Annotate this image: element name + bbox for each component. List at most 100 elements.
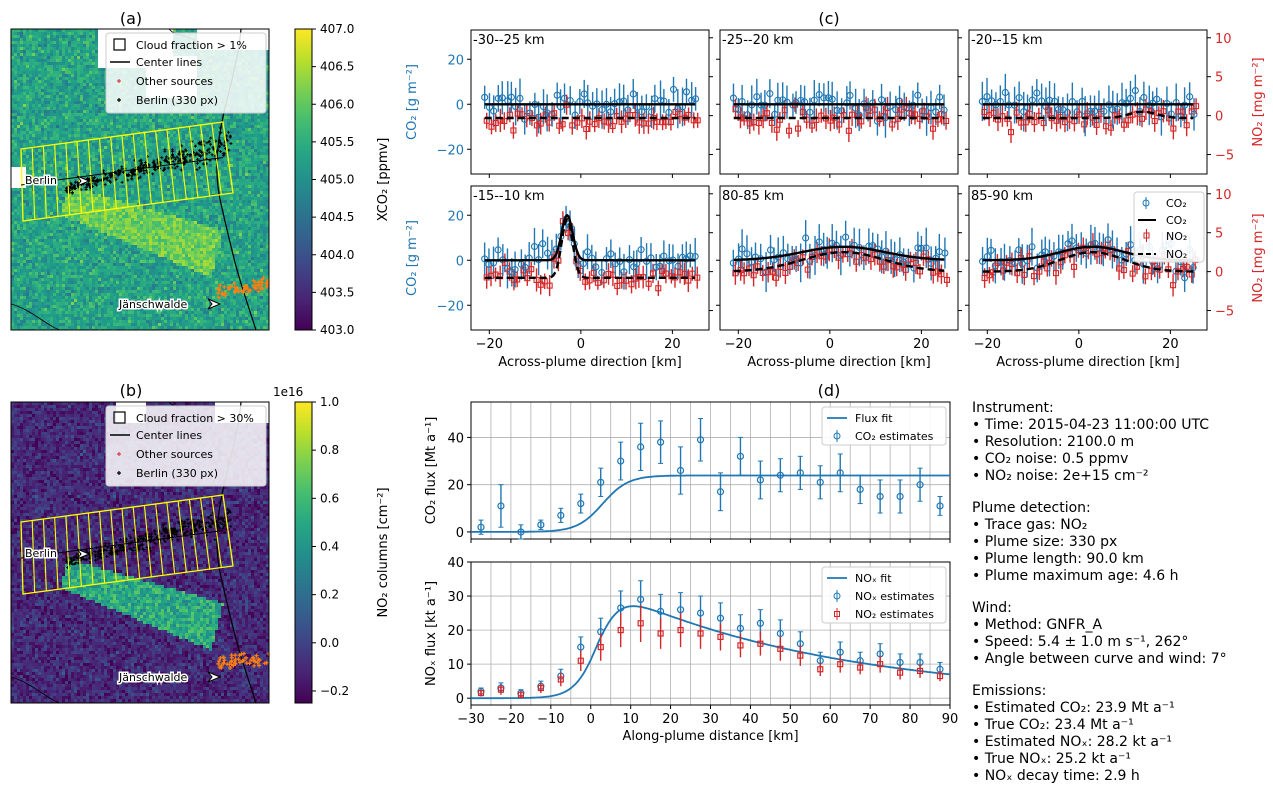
plume-polygon-division	[143, 132, 152, 204]
no2-point	[677, 269, 684, 276]
berlin-pixel-marker	[209, 525, 213, 529]
co2-point	[936, 93, 944, 101]
berlin-pixel-marker	[120, 180, 124, 184]
berlin-pixel-marker	[136, 166, 140, 170]
co2-flux-point	[617, 457, 625, 465]
berlin-pixel-marker	[71, 186, 75, 190]
legend-berlin-label: Berlin (330 px)	[136, 94, 218, 107]
berlin-pixel-marker	[64, 189, 68, 193]
legend-label: NO₂ estimates	[855, 608, 934, 621]
no2-point	[582, 278, 589, 285]
map-frame	[10, 28, 270, 331]
no2-point	[1120, 266, 1127, 274]
no2-point	[763, 110, 770, 117]
other-source-marker	[254, 653, 259, 658]
colorbar-tick-label: 0.2	[320, 588, 339, 602]
berlin-pixel-marker	[194, 527, 198, 531]
berlin-pixel-marker	[64, 558, 68, 562]
co2-point	[927, 259, 935, 267]
berlin-pixel-marker	[69, 185, 73, 189]
berlin-pixel-marker	[76, 561, 80, 565]
berlin-pixel-marker	[201, 162, 205, 166]
co2-point	[616, 258, 624, 266]
co2-point	[1015, 94, 1023, 102]
berlin-pixel-marker	[103, 176, 107, 180]
berlin-pixel-marker	[208, 139, 212, 143]
berlin-pixel-marker	[131, 549, 135, 553]
berlin-pixel-marker	[187, 525, 191, 529]
berlin-pixel-marker	[129, 536, 133, 540]
no2-flux-point	[757, 640, 764, 647]
berlin-pixel-marker	[114, 541, 118, 545]
no2-point	[501, 117, 508, 125]
no2-flux-point	[617, 626, 624, 634]
co2-point	[669, 85, 678, 93]
no2-point	[1121, 121, 1128, 128]
co2-point	[1104, 236, 1112, 244]
berlin-pixel-marker	[85, 182, 89, 186]
plume-polygon-division	[200, 124, 211, 197]
no2-point	[528, 266, 535, 273]
co2-flux-point	[577, 499, 585, 508]
co2-point	[815, 91, 823, 99]
info-heading: Wind:	[972, 600, 1012, 616]
berlin-pixel-marker	[198, 149, 202, 153]
co2-point	[940, 106, 948, 114]
berlin-pixel-marker	[140, 536, 144, 540]
profile-frame	[470, 29, 710, 175]
no2-flux-point	[557, 676, 564, 683]
profile-panel: -30--25 km −20 0 20 CO₂ [g m⁻²]	[405, 29, 713, 178]
berlin-pixel-marker	[108, 552, 112, 556]
berlin-pixel-marker	[219, 149, 223, 153]
berlin-pixel-marker	[107, 542, 111, 546]
berlin-pixel-marker	[96, 549, 100, 553]
profile-title: 85-90 km	[971, 189, 1033, 204]
berlin-pixel-marker	[220, 516, 224, 520]
co2-flux-point	[776, 471, 784, 479]
berlin-pixel-marker	[220, 142, 224, 146]
co2-flux-point	[896, 492, 904, 501]
no2-point	[1052, 270, 1060, 277]
no2-point	[694, 117, 701, 124]
map-legend	[105, 405, 267, 487]
berlin-pixel-marker	[210, 153, 214, 157]
berlin-pixel-marker	[109, 172, 113, 176]
no2-tick-label: −5	[1215, 149, 1234, 164]
other-source-marker	[232, 281, 237, 286]
co2-point	[917, 244, 925, 252]
berlin-pixel-marker	[71, 559, 75, 563]
co2-point	[983, 93, 991, 101]
berlin-pixel-marker	[228, 134, 232, 138]
berlin-pixel-marker	[94, 558, 98, 562]
no2-point	[653, 118, 660, 125]
berlin-pixel-marker	[227, 509, 231, 513]
no2-point	[1044, 107, 1052, 114]
berlin-pixel-marker	[105, 554, 109, 558]
x-tick-label: −30	[457, 712, 484, 727]
no2-tick-label: 5	[1215, 227, 1223, 242]
no2-flux-point	[537, 684, 544, 692]
co2-point	[878, 253, 886, 261]
no2-point	[618, 118, 625, 125]
berlin-pixel-marker	[75, 552, 79, 556]
berlin-pixel-marker	[110, 549, 114, 553]
berlin-pixel-marker	[153, 541, 157, 545]
berlin-pixel-marker	[193, 144, 197, 148]
berlin-pixel-marker	[98, 555, 102, 559]
berlin-pixel-marker	[222, 525, 226, 529]
berlin-pixel-marker	[218, 138, 222, 142]
berlin-pixel-marker	[216, 148, 220, 152]
co2-point	[833, 106, 841, 114]
no2-point	[514, 276, 521, 283]
co2-point	[481, 93, 489, 101]
place-label: Jänschwalde	[118, 298, 187, 311]
co2-point	[539, 240, 547, 248]
berlin-pixel-marker	[98, 549, 102, 553]
panel-label-a: (a)	[120, 9, 142, 28]
no2-flux-point	[717, 633, 724, 641]
berlin-pixel-marker	[138, 543, 142, 547]
no2-flux-point	[517, 691, 524, 698]
other-source-marker	[251, 658, 256, 663]
no2-point	[1142, 273, 1149, 280]
berlin-pixel-marker	[182, 524, 186, 528]
